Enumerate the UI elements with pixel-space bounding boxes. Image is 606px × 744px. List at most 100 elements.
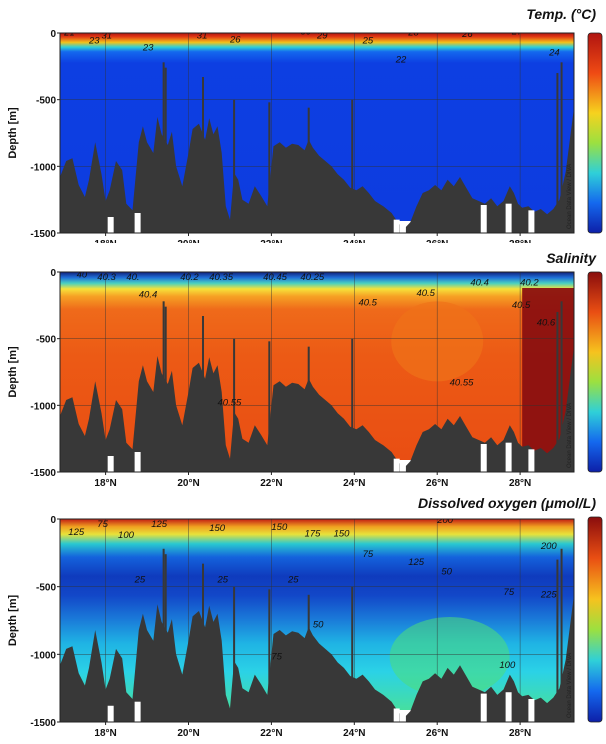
seamount-spike (233, 586, 236, 722)
contour-label: 26 (461, 29, 473, 40)
contour-label: 200 (540, 541, 558, 552)
contour-label: 21 (63, 28, 75, 39)
data-gap (505, 692, 512, 722)
salinity-title: Salinity (546, 250, 596, 266)
x-tick-label: 28°N (509, 239, 531, 243)
contour-label: 24 (548, 48, 560, 59)
x-tick-label: 20°N (177, 478, 199, 489)
seamount-spike (560, 301, 563, 472)
data-gap (393, 708, 400, 722)
contour-label: 31 (101, 30, 112, 41)
x-tick-label: 20°N (177, 728, 199, 739)
watermark: Ocean Data View / DIVA (567, 403, 573, 468)
plot-area: 40 40.3 40.40.440.2 40.35 40.45 40.2540.540.5… (60, 272, 574, 472)
bathymetry (60, 346, 574, 472)
seamount-spike (162, 301, 165, 472)
oxygen-title: Dissolved oxygen (μmol/L) (417, 495, 596, 511)
y-tick-label: -1500 (30, 718, 56, 729)
data-gap (399, 223, 406, 233)
contour-label: 31 (197, 30, 208, 41)
seamount-spike (307, 594, 310, 722)
y-axis-label: Depth [m] (7, 107, 19, 159)
data-gap (393, 458, 400, 472)
data-gap (399, 462, 406, 472)
contour-label: 40.55 (450, 377, 474, 388)
data-gap (480, 693, 487, 722)
seamount-spike (351, 99, 354, 233)
contour-labels: 40 40.3 40.40.440.2 40.35 40.45 40.2540.540.5… (77, 272, 556, 408)
contour-label: 28 (407, 28, 419, 39)
contour-label: 40.4 (470, 277, 489, 288)
x-tick-label: 28°N (509, 728, 531, 739)
seamount-spike (233, 99, 236, 233)
contour-label: 29 (316, 30, 328, 41)
contour-label: 27 (511, 26, 523, 37)
y-axis-label: Depth [m] (7, 595, 19, 647)
seamount-spike (556, 559, 559, 722)
x-tick-label: 26°N (426, 478, 448, 489)
seamount-spike (560, 548, 563, 722)
contour-label: 200 (436, 515, 454, 526)
plot-area: 125 75 100 125 150 150 175 150 200 75 125 50 200 25 25… (60, 515, 574, 722)
data-gap (505, 203, 512, 233)
seamount-spike (556, 312, 559, 472)
contour-label: 75 (97, 519, 108, 530)
x-tick-label: 22°N (260, 728, 282, 739)
plot-frame (59, 271, 575, 473)
data-gap (480, 444, 487, 472)
bathymetry (60, 594, 574, 722)
data-gap (399, 712, 406, 722)
y-tick-label: -1000 (30, 650, 56, 661)
contour-label: 22 (395, 54, 407, 65)
contour-label: 125 (151, 519, 168, 530)
y-axis-label: Depth [m] (7, 346, 19, 398)
contour-label: 40.3 (97, 272, 116, 283)
seamount-spike (202, 563, 205, 722)
seamount-spike (351, 586, 354, 722)
seamount-spike (351, 338, 354, 472)
seamount-spike (202, 316, 205, 472)
x-tick-label: 22°N (260, 478, 282, 489)
seamount-spike (268, 102, 271, 233)
y-tick-label: -1000 (30, 162, 56, 173)
oxygen-chart: 125 75 100 125 150 150 175 150 200 75 125 50 200 25 25… (7, 515, 603, 739)
x-tick-label: 24°N (343, 239, 365, 243)
contour-label: 150 (271, 522, 288, 533)
contour-label: 75 (504, 587, 515, 598)
plot-frame (59, 32, 575, 234)
contour-label: 25 (134, 575, 146, 586)
data-gap (134, 213, 141, 233)
y-tick-label: -1000 (30, 401, 56, 412)
contour-label: 40.25 (300, 272, 324, 283)
x-tick-label: 26°N (426, 239, 448, 243)
bathymetry (60, 107, 574, 233)
x-tick-label: 22°N (260, 239, 282, 243)
data-gap (393, 219, 400, 233)
contour-label: 40.4 (139, 289, 158, 300)
contour-label: 25 (287, 575, 299, 586)
data-gap (480, 205, 487, 233)
seamount-spike (307, 107, 310, 233)
contour-label: 50 (313, 619, 324, 630)
contour-label: 50 (441, 566, 452, 577)
x-tick-label: 28°N (509, 478, 531, 489)
data-gap (528, 449, 535, 472)
contour-labels: 125 75 100 125 150 150 175 150 200 75 125 50 200 25 25… (68, 515, 558, 671)
data-gap (134, 452, 141, 472)
contour-label: 25 (217, 575, 229, 586)
x-tick-label: 24°N (343, 478, 365, 489)
contour-label: 125 (408, 557, 425, 568)
seamount-spike (164, 67, 167, 233)
contour-label: 40.45 (263, 272, 287, 283)
y-tick-label: 0 (50, 29, 56, 40)
contour-label: 26 (229, 34, 241, 45)
watermark: Ocean Data View / DIVA (567, 653, 573, 718)
y-tick-label: -500 (36, 335, 56, 346)
contour-label: 75 (271, 652, 282, 663)
contour-label: 40. (126, 272, 139, 283)
oxygen-panel: Dissolved oxygen (μmol/L) 125 75 100 125 150… (0, 491, 606, 739)
contour-label: 40.5 (512, 300, 531, 311)
